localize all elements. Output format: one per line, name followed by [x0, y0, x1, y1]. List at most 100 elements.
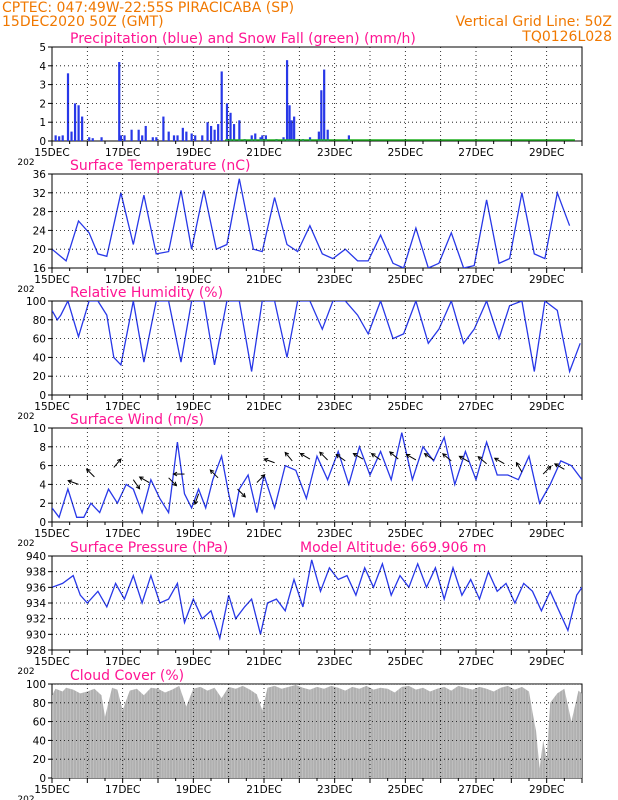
- wind-arrow: [554, 463, 565, 470]
- wind-arrow-head: [319, 451, 324, 457]
- x-tick-label: 15DEC: [34, 274, 69, 286]
- precip-bar: [206, 122, 209, 141]
- wind-arrow: [139, 476, 150, 483]
- x-tick-label: 23DEC: [317, 528, 352, 540]
- wind-arrow: [542, 465, 552, 475]
- wind-arrow: [353, 453, 364, 460]
- precip-bar: [347, 135, 350, 141]
- precip-bar: [162, 116, 165, 141]
- y-tick-label: 5: [39, 42, 46, 54]
- x-tick-label: 25DEC: [388, 528, 423, 540]
- precip-bar: [190, 133, 193, 141]
- precip-bar: [172, 135, 176, 141]
- y-tick-label: 20: [33, 754, 46, 766]
- pressure-annotation: Model Altitude: 669.906 m: [300, 540, 486, 556]
- precip-bar: [317, 131, 320, 141]
- y-tick-label: 1: [39, 117, 46, 129]
- y-tick-label: 4: [39, 479, 46, 491]
- x-tick-label: 25DEC: [388, 147, 423, 159]
- precip-bar: [58, 136, 61, 141]
- wind-arrow: [442, 453, 452, 462]
- precip-bar: [123, 135, 126, 141]
- precip-bar: [323, 69, 326, 141]
- pressure-title: Surface Pressure (hPa): [70, 540, 228, 556]
- precip-bar: [176, 135, 179, 141]
- y-tick-label: 930: [26, 629, 46, 641]
- x-tick-label: 29DEC: [529, 528, 564, 540]
- y-tick-label: 3: [39, 80, 46, 92]
- temperature-title: Surface Temperature (nC): [70, 158, 251, 174]
- y-tick-label: 2: [39, 498, 46, 510]
- cloud-title: Cloud Cover (%): [70, 668, 184, 684]
- header-grid-note: Vertical Grid Line: 50Z: [456, 14, 612, 30]
- temperature-frame: [51, 173, 583, 269]
- wind-arrow: [256, 474, 266, 483]
- wind-arrow-head: [389, 451, 394, 456]
- wind-arrow: [494, 457, 505, 465]
- precip-bar: [100, 137, 103, 141]
- precip-bar: [261, 135, 264, 141]
- y-tick-label: 60: [33, 334, 46, 346]
- precip-bar: [225, 103, 229, 141]
- y-tick-label: 4: [39, 61, 46, 73]
- y-tick-label: 16: [33, 263, 47, 275]
- wind-arrow-head: [335, 453, 341, 459]
- x-tick-label: 25DEC: [388, 401, 423, 413]
- x-tick-label: 27DEC: [458, 528, 493, 540]
- x-tick-label: 19DEC: [176, 656, 211, 668]
- wind-arrow-head: [553, 463, 559, 468]
- pressure-data: [52, 559, 582, 641]
- wind-grid: [52, 428, 582, 522]
- x-tick-label: 17DEC: [105, 147, 140, 159]
- precip-grid: [52, 47, 582, 141]
- precip-bar: [137, 129, 140, 141]
- x-tick-label: 25DEC: [388, 274, 423, 286]
- x-tick-label: 29DEC: [529, 147, 564, 159]
- wind-arrow: [389, 451, 399, 460]
- y-tick-label: 100: [26, 679, 46, 691]
- x-year-fragment: 202: [17, 667, 34, 677]
- precip-bar: [210, 125, 213, 141]
- precip-bar: [285, 60, 289, 141]
- temperature-panel: 16 20 24 28 32 36 15DEC 17DEC 19DEC 21DEC 23DEC 25D…: [17, 158, 583, 295]
- humidity-title: Relative Humidity (%): [70, 285, 223, 301]
- y-tick-label: 2: [39, 98, 46, 110]
- wind-panel: 0 2 4 6 8 10 15DEC 17DEC 19DEC 21DEC 23DEC 25DEC 27D…: [17, 412, 583, 549]
- precip-bar: [155, 137, 158, 141]
- temperature-grid: [52, 174, 582, 268]
- precip-bar: [217, 124, 220, 141]
- wind-arrow-head: [352, 452, 358, 458]
- wind-arrow: [371, 453, 381, 461]
- x-tick-label: 27DEC: [458, 784, 493, 796]
- wind-arrow-head: [209, 469, 215, 475]
- wind-arrow: [459, 455, 470, 463]
- wind-arrow: [209, 469, 219, 479]
- precip-bar: [61, 135, 64, 141]
- wind-arrow: [264, 458, 275, 464]
- pressure-panel: 928 930 932 934 936 938 940 15DEC 17DEC 19DEC 21DE…: [17, 540, 583, 677]
- precip-bar: [66, 73, 70, 141]
- wind-arrow: [477, 456, 487, 465]
- wind-arrow-head: [546, 465, 552, 471]
- wind-title: Surface Wind (m/s): [70, 412, 204, 428]
- temperature-line: [52, 178, 571, 268]
- wind-line: [52, 432, 582, 519]
- x-tick-label: 29DEC: [529, 656, 564, 668]
- wind-arrow-head: [370, 453, 376, 458]
- cloud-grid: [52, 684, 582, 778]
- x-tick-label: 27DEC: [458, 274, 493, 286]
- y-tick-label: 36: [33, 169, 47, 181]
- precip-bar: [77, 105, 80, 141]
- wind-arrow: [86, 468, 95, 478]
- wind-arrow-head: [172, 471, 178, 477]
- x-tick-label: 25DEC: [388, 784, 423, 796]
- x-tick-label: 21DEC: [246, 784, 281, 796]
- wind-arrow: [168, 477, 177, 486]
- x-tick-label: 15DEC: [34, 784, 69, 796]
- x-tick-label: 15DEC: [34, 528, 69, 540]
- x-tick-label: 17DEC: [105, 274, 140, 286]
- x-tick-label: 15DEC: [34, 656, 69, 668]
- wind-arrow: [319, 451, 328, 461]
- humidity-panel: 0 20 40 60 80 100 15DEC 17DEC 19DEC 21DEC 23DEC 25D…: [17, 285, 583, 422]
- wind-frame: [51, 427, 583, 523]
